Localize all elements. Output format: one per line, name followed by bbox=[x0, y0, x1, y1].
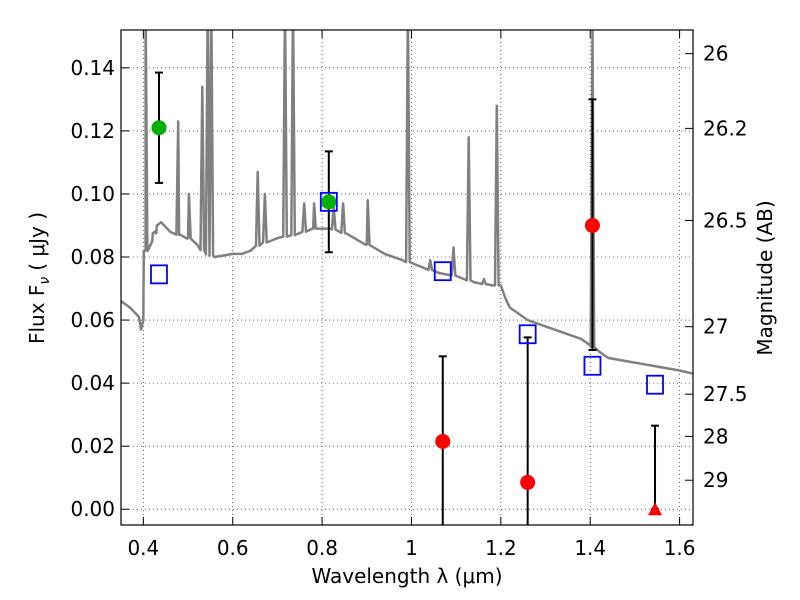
upper-limit-triangle bbox=[648, 502, 663, 516]
y-tick-label: 0.04 bbox=[70, 371, 115, 395]
plot-frame bbox=[120, 29, 694, 526]
y-tick-label: 0.10 bbox=[70, 182, 115, 206]
right-tick-label: 26.5 bbox=[703, 208, 748, 232]
y-tick-label: 0.14 bbox=[70, 56, 115, 80]
model-flux-square bbox=[433, 261, 452, 282]
detection-point bbox=[151, 120, 167, 136]
model-flux-square bbox=[518, 324, 537, 345]
x-tick-label: 0.6 bbox=[217, 536, 249, 560]
y-tick-label: 0.12 bbox=[70, 119, 115, 143]
non-detection-point bbox=[435, 433, 451, 449]
y-tick-label: 0.02 bbox=[70, 434, 115, 458]
plot-area bbox=[121, 30, 693, 525]
spectrum-layer bbox=[121, 30, 693, 375]
non-detection-point bbox=[520, 474, 536, 490]
y-tick-label: 0.00 bbox=[70, 497, 115, 521]
x-tick-label: 0.4 bbox=[127, 536, 159, 560]
spectrum-line bbox=[121, 30, 693, 375]
markers bbox=[150, 120, 664, 516]
x-axis-title: Wavelength λ (μm) bbox=[311, 564, 502, 588]
model-flux-square bbox=[150, 264, 168, 285]
model-flux-square bbox=[583, 355, 602, 376]
non-detection-point bbox=[584, 217, 600, 233]
right-tick-label: 26 bbox=[703, 42, 728, 66]
right-tick-label: 28 bbox=[703, 424, 728, 448]
x-tick-label: 1 bbox=[405, 536, 418, 560]
y-axis-title-left: Flux Fν( μJy ) bbox=[25, 212, 53, 344]
y-tick-label: 0.06 bbox=[70, 308, 115, 332]
grid-lines bbox=[121, 30, 693, 525]
model-flux-square bbox=[319, 191, 338, 212]
right-tick-label: 26.2 bbox=[703, 116, 748, 140]
y-axis-title-right: Magnitude (AB) bbox=[753, 200, 777, 355]
right-tick-label: 27.5 bbox=[703, 382, 748, 406]
right-tick-label: 27 bbox=[703, 315, 728, 339]
y-tick-label: 0.08 bbox=[70, 245, 115, 269]
x-tick-label: 1.2 bbox=[485, 536, 517, 560]
x-tick-label: 0.8 bbox=[306, 536, 338, 560]
axis-ticks: 0.4 0.6 0.8 1 1.2 1.4 1.6 0.00 0.02 0.04 0.06 0.08 0… bbox=[70, 30, 748, 560]
right-tick-label: 29 bbox=[703, 468, 728, 492]
x-tick-label: 1.6 bbox=[664, 536, 696, 560]
detection-point bbox=[321, 194, 337, 210]
model-flux-square bbox=[646, 374, 664, 395]
x-tick-label: 1.4 bbox=[574, 536, 606, 560]
